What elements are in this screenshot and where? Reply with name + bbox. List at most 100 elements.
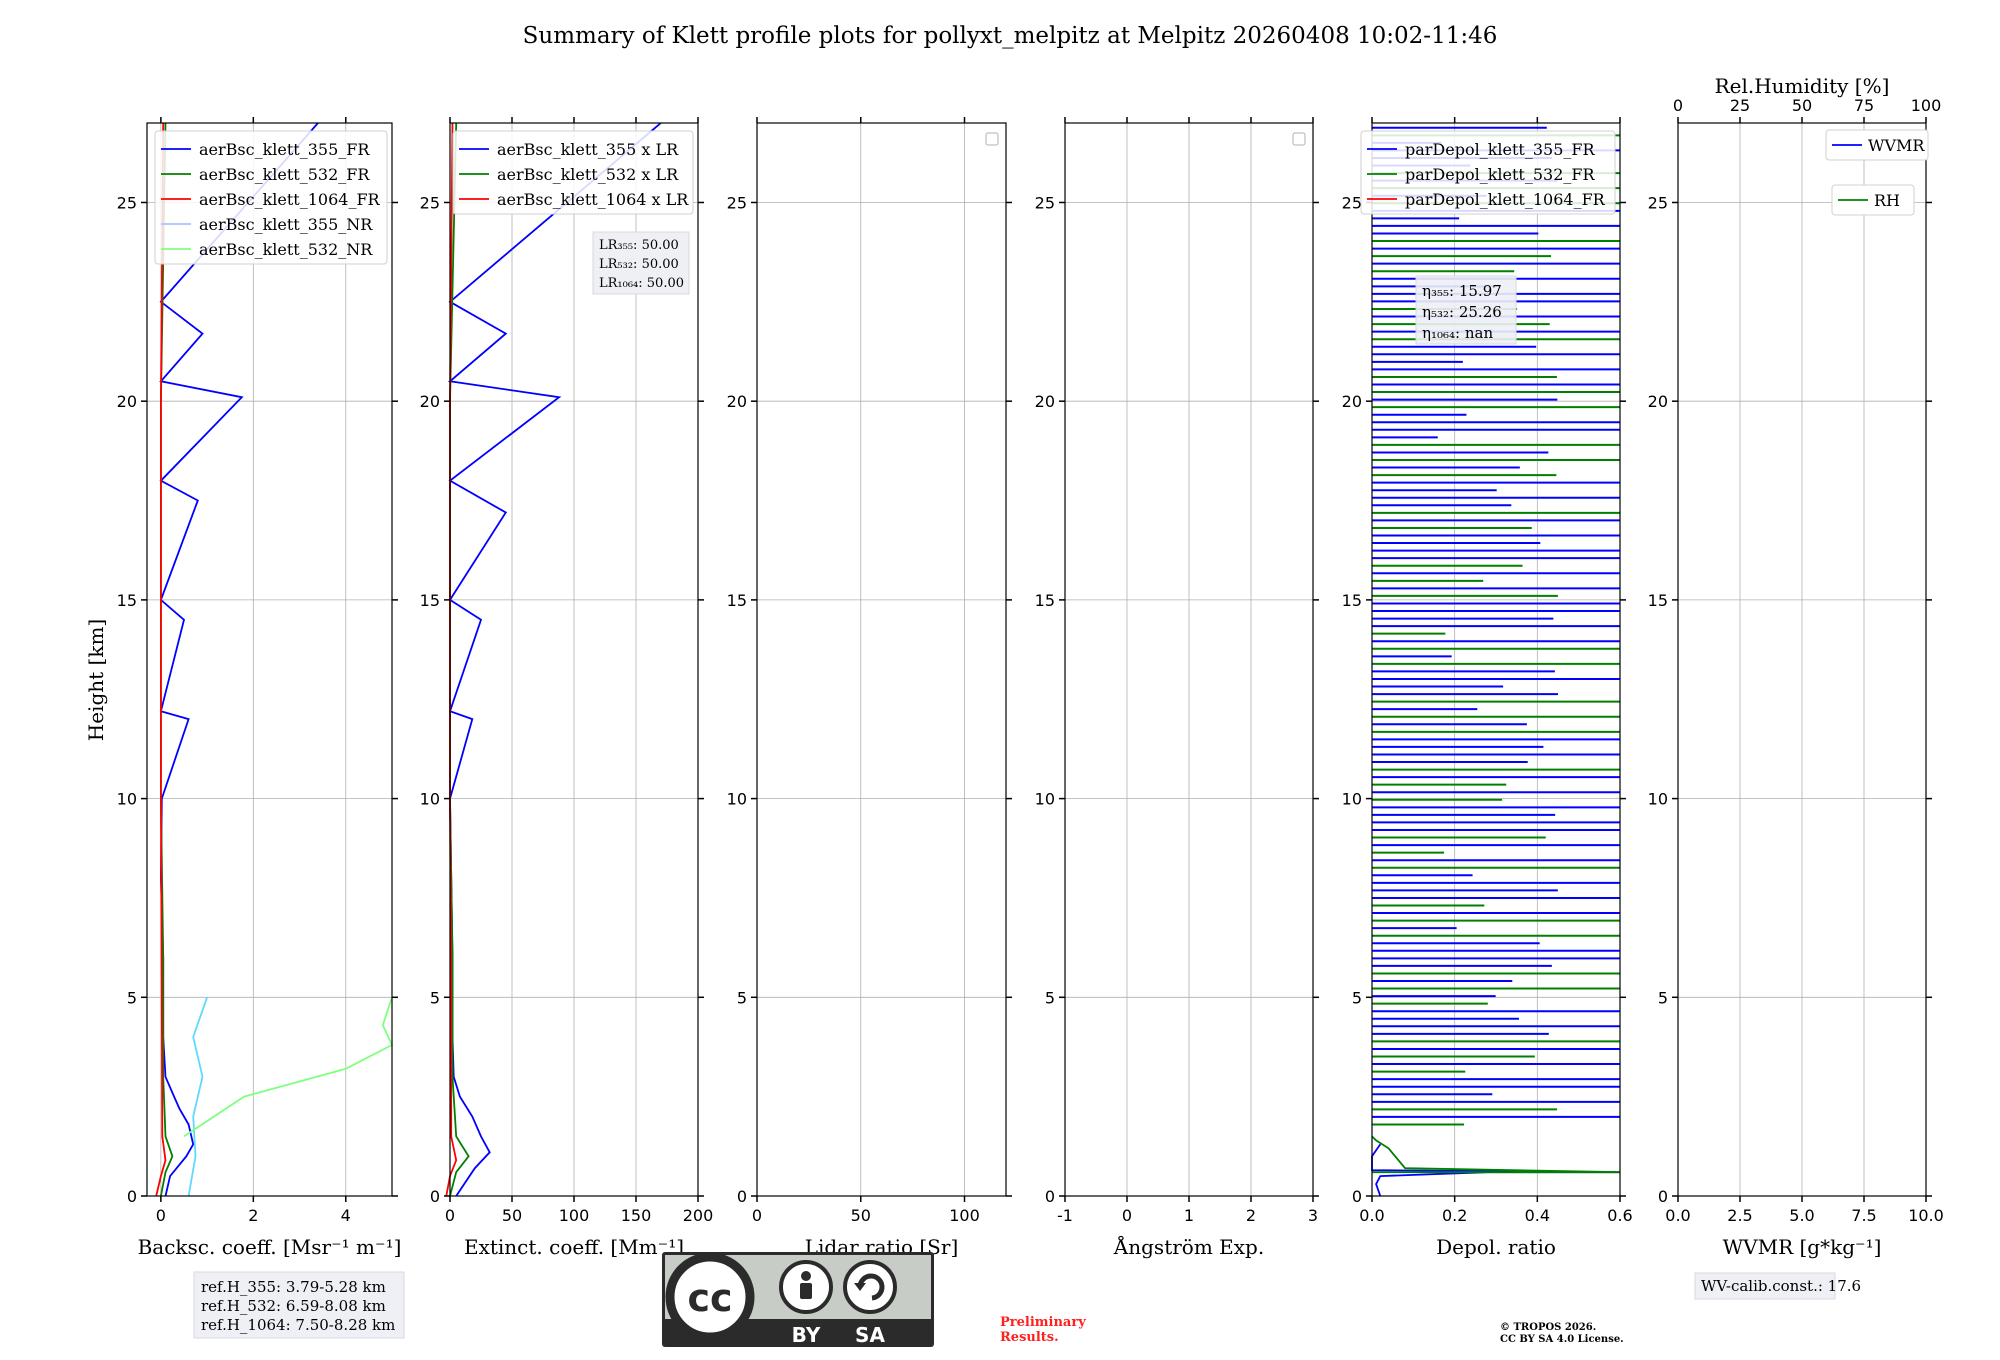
y-tick-label: 0 (430, 1187, 440, 1206)
lr-box-line: LR₁₀₆₄: 50.00 (599, 276, 684, 291)
legend-box (452, 130, 694, 215)
y-tick-label: 10 (1035, 790, 1055, 809)
y-tick-label: 20 (727, 392, 747, 411)
by-label: BY (792, 1323, 821, 1347)
legend-label: aerBsc_klett_532 x LR (497, 165, 679, 184)
x-tick-label: 0.6 (1607, 1206, 1632, 1225)
y-tick-label: 15 (420, 591, 440, 610)
y-tick-label: 5 (430, 988, 440, 1007)
y-tick-label: 0 (1352, 1187, 1362, 1206)
y-tick-label: 15 (117, 591, 137, 610)
eta-box-line: η₃₅₅: 15.97 (1422, 282, 1502, 300)
legend-label: aerBsc_klett_355_NR (199, 215, 373, 234)
top-x-tick-label: 100 (1911, 96, 1942, 115)
y-tick-label: 25 (727, 193, 747, 212)
x-tick-label: 2 (248, 1206, 258, 1225)
lr-box-line: LR₃₅₅: 50.00 (599, 238, 679, 253)
x-tick-label: 0 (156, 1206, 166, 1225)
x-axis-label: Backsc. coeff. [Msr⁻¹ m⁻¹] (138, 1235, 402, 1259)
eta-box-line: η₁₀₆₄: nan (1422, 324, 1493, 342)
top-x-tick-label: 75 (1854, 96, 1874, 115)
y-tick-label: 25 (1035, 193, 1055, 212)
x-tick-label: 50 (851, 1206, 871, 1225)
y-tick-label: 15 (1648, 591, 1668, 610)
x-tick-label: 100 (559, 1206, 590, 1225)
x-tick-label: 0.2 (1442, 1206, 1467, 1225)
sa-share-icon (843, 1260, 897, 1314)
y-tick-label: 20 (1648, 392, 1668, 411)
y-tick-label: 0 (737, 1187, 747, 1206)
y-tick-label: 10 (420, 790, 440, 809)
series-aerBsc_klett_1064_FR (155, 122, 167, 1197)
x-tick-label: 0.0 (1359, 1206, 1384, 1225)
axes-frame (146, 122, 393, 1197)
top-x-tick-label: 0 (1673, 96, 1683, 115)
cc-logo-icon (665, 1252, 755, 1342)
y-tick-label: 10 (1342, 790, 1362, 809)
y-tick-label: 15 (727, 591, 747, 610)
ref-height-1064: ref.H_1064: 7.50-8.28 km (201, 1316, 395, 1334)
series-aerBsc_klett_355_NR (187, 997, 208, 1197)
legend-label: WVMR (1868, 136, 1925, 155)
x-tick-label: 5.0 (1789, 1206, 1814, 1225)
x-tick-label: 50 (502, 1206, 522, 1225)
x-tick-label: 7.5 (1851, 1206, 1876, 1225)
y-tick-label: 10 (1648, 790, 1668, 809)
y-tick-label: 15 (1035, 591, 1055, 610)
y-axis-label: Height [km] (84, 619, 108, 741)
y-tick-label: 5 (737, 988, 747, 1007)
top-x-tick-label: 50 (1792, 96, 1812, 115)
y-tick-label: 10 (727, 790, 747, 809)
panel-backscatter: 0 2 4 0 5 10 15 20 25 Backsc. coeff. [Msr⁻¹ m⁻¹] a… (117, 117, 402, 1259)
series-aerBsc_klett_355_FR (159, 122, 319, 1197)
x-axis-label: Ångström Exp. (1113, 1234, 1264, 1259)
x-tick-label: 0.4 (1525, 1206, 1550, 1225)
y-tick-label: 15 (1342, 591, 1362, 610)
y-tick-label: 5 (1658, 988, 1668, 1007)
legend-box (1831, 184, 1915, 216)
series-parDepol_klett_532_FR (1371, 1135, 1621, 1174)
lr-box-line: LR₅₃₂: 50.00 (599, 257, 679, 272)
preliminary-line2: Results. (1000, 1330, 1059, 1345)
y-tick-label: 0 (127, 1187, 137, 1206)
figure-title: Summary of Klett profile plots for polly… (523, 23, 1498, 49)
y-tick-label: 5 (127, 988, 137, 1007)
series-aerBsc_klett_1064 x LR (445, 122, 458, 1197)
top-x-axis-label: Rel.Humidity [%] (1715, 74, 1890, 98)
y-tick-label: 5 (1045, 988, 1055, 1007)
legend-label: aerBsc_klett_355 x LR (497, 140, 679, 159)
panel-wvmr: 0.0 2.5 5.0 7.5 10.0 0 5 10 15 20 25 WVMR [g*kg⁻¹] 0… (1648, 74, 1944, 1259)
x-axis-label: Depol. ratio (1436, 1235, 1556, 1259)
ref-height-355: ref.H_355: 3.79-5.28 km (201, 1278, 386, 1296)
series-aerBsc_klett_532_NR (183, 997, 394, 1138)
x-tick-label: 100 (949, 1206, 980, 1225)
ref-height-box: ref.H_355: 3.79-5.28 km ref.H_532: 6.59-… (193, 1271, 405, 1339)
y-tick-label: 20 (117, 392, 137, 411)
x-tick-label: -1 (1057, 1206, 1073, 1225)
y-tick-label: 25 (1648, 193, 1668, 212)
cc-license-badge: cc BY SA (662, 1252, 934, 1347)
x-tick-label: 4 (341, 1206, 351, 1225)
preliminary-line1: Preliminary (1000, 1315, 1086, 1330)
axes-frame (756, 122, 1007, 1197)
y-tick-label: 0 (1658, 1187, 1668, 1206)
x-tick-label: 2.5 (1727, 1206, 1752, 1225)
x-tick-label: 2 (1246, 1206, 1256, 1225)
legend-label: aerBsc_klett_1064_FR (199, 190, 381, 209)
series-aerBsc_klett_532 x LR (449, 122, 470, 1197)
wv-calib-text: WV-calib.const.: 17.6 (1701, 1277, 1861, 1295)
wv-calib-box: WV-calib.const.: 17.6 (1694, 1272, 1861, 1300)
legend-label: aerBsc_klett_355_FR (199, 140, 370, 159)
copyright-line1: © TROPOS 2026. (1500, 1322, 1596, 1333)
legend-box (154, 130, 388, 265)
legend-label: parDepol_klett_355_FR (1405, 140, 1596, 159)
sa-label: SA (855, 1323, 885, 1347)
y-tick-label: 20 (1342, 392, 1362, 411)
y-tick-label: 20 (420, 392, 440, 411)
y-tick-label: 10 (117, 790, 137, 809)
panel-depol: 0.0 0.2 0.4 0.6 0 5 10 15 20 25 Depol. ratio parDep… (1342, 117, 1633, 1259)
x-tick-label: 0.0 (1665, 1206, 1690, 1225)
x-tick-label: 0 (1122, 1206, 1132, 1225)
